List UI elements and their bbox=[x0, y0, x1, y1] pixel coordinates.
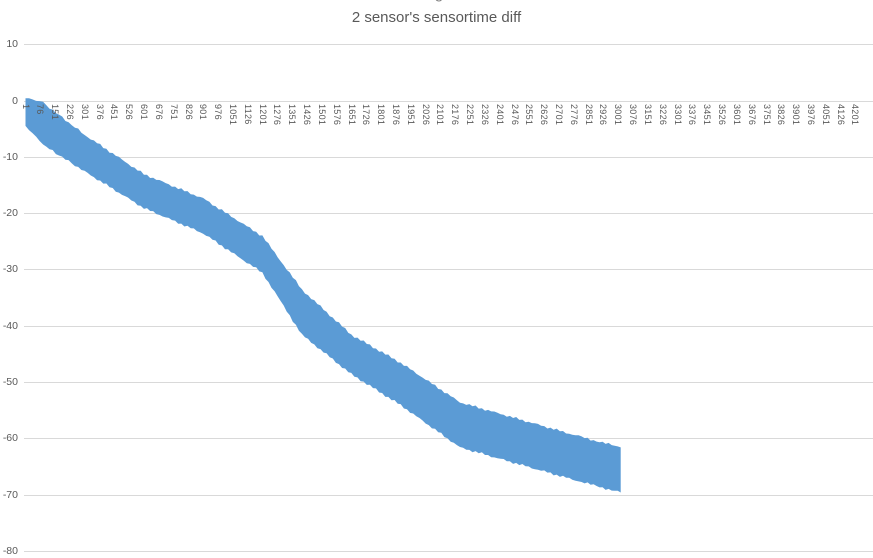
x-axis-tick-label: 2026 bbox=[420, 104, 431, 126]
y-axis-tick-label: -30 bbox=[2, 263, 18, 276]
y-axis-tick-label: -50 bbox=[2, 376, 18, 389]
x-axis-tick-label: 3451 bbox=[702, 104, 713, 126]
x-axis-tick-label: 1801 bbox=[376, 104, 387, 126]
x-axis-tick-label: 1501 bbox=[316, 104, 327, 126]
y-axis-tick-label: 0 bbox=[12, 94, 18, 107]
x-axis-tick-label: 76 bbox=[35, 104, 46, 115]
x-axis-tick-label: 976 bbox=[213, 104, 224, 120]
x-axis-tick-label: 301 bbox=[79, 104, 90, 120]
x-axis-tick-label: 1 bbox=[20, 104, 31, 110]
x-axis-tick-label: 901 bbox=[198, 104, 209, 120]
x-axis-tick-label: 3976 bbox=[805, 104, 816, 126]
x-axis-tick-label: 751 bbox=[168, 104, 179, 120]
x-axis-tick-label: 601 bbox=[139, 104, 150, 120]
gridline-y-0 bbox=[24, 100, 873, 102]
x-axis-tick-label: 676 bbox=[153, 104, 164, 120]
x-axis-tick-label: 4051 bbox=[820, 104, 831, 126]
x-axis-tick-label: 4126 bbox=[835, 104, 846, 126]
x-axis-tick-label: 1876 bbox=[391, 104, 401, 126]
x-axis-tick-label: 2251 bbox=[465, 104, 476, 126]
x-axis-tick-label: 1951 bbox=[405, 104, 416, 126]
x-axis-tick-label: 1201 bbox=[257, 104, 268, 126]
x-axis-tick-label: 2401 bbox=[494, 104, 505, 126]
gridline-y-10 bbox=[24, 44, 873, 46]
x-axis-tick-label: 1576 bbox=[331, 104, 342, 126]
x-axis-tick-label: 1351 bbox=[287, 104, 298, 126]
sensortime-diff-series bbox=[25, 98, 621, 493]
x-axis-tick-label: 3676 bbox=[746, 104, 757, 126]
x-axis-tick-label: 1276 bbox=[272, 104, 283, 126]
x-axis-tick-label: 2926 bbox=[598, 104, 609, 126]
gridline-y--70 bbox=[24, 494, 873, 496]
x-axis-tick-label: 2476 bbox=[509, 104, 520, 126]
y-axis-tick-label: -80 bbox=[2, 545, 18, 558]
x-axis-tick-label: 3901 bbox=[791, 104, 802, 126]
x-axis-tick-label: 3601 bbox=[731, 104, 742, 126]
x-axis-tick-label: 3301 bbox=[672, 104, 683, 126]
gridline-y--10 bbox=[24, 156, 873, 158]
gridline-y--50 bbox=[24, 382, 873, 384]
x-axis-tick-label: 1126 bbox=[242, 104, 253, 125]
x-axis-tick-label: 2176 bbox=[450, 104, 461, 126]
x-axis-tick-label: 2626 bbox=[539, 104, 550, 126]
y-axis-tick-label: 10 bbox=[6, 38, 18, 51]
gridline-y--40 bbox=[24, 325, 873, 327]
x-axis-tick-label: 526 bbox=[124, 104, 135, 120]
x-axis-tick-label: 3751 bbox=[761, 104, 772, 126]
x-axis-tick-label: 376 bbox=[94, 104, 105, 120]
x-axis-tick-label: 451 bbox=[109, 104, 120, 120]
x-axis-tick-label: 2326 bbox=[479, 104, 490, 126]
y-axis-tick-label: -40 bbox=[2, 319, 18, 332]
x-axis-tick-label: 3226 bbox=[657, 104, 668, 126]
x-axis-tick-label: 1651 bbox=[346, 104, 357, 126]
x-axis-tick-label: 1726 bbox=[361, 104, 372, 126]
x-axis-tick-label: 2776 bbox=[568, 104, 579, 126]
gridline-y--30 bbox=[24, 269, 873, 271]
gridline-y--20 bbox=[24, 213, 873, 215]
x-axis-tick-label: 1051 bbox=[227, 104, 238, 126]
x-axis-tick-label: 3826 bbox=[776, 104, 787, 126]
x-axis-tick-label: 151 bbox=[50, 104, 61, 120]
x-axis-tick-label: 826 bbox=[183, 104, 194, 120]
x-axis-tick-label: 2551 bbox=[524, 104, 535, 126]
x-axis-tick-label: 4201 bbox=[850, 104, 861, 126]
x-axis-tick-label: 3151 bbox=[642, 104, 653, 126]
y-axis-tick-label: -60 bbox=[2, 432, 18, 445]
x-axis-tick-label: 3076 bbox=[628, 104, 639, 126]
chart-title: 2 sensor's sensortime diff bbox=[351, 9, 522, 26]
cropped-glyph-text: g bbox=[435, 0, 444, 3]
x-axis-tick-label: 1426 bbox=[302, 104, 313, 126]
x-axis-tick-label: 3001 bbox=[613, 104, 624, 126]
x-axis-tick-label: 3376 bbox=[687, 104, 698, 126]
y-axis-tick-label: -20 bbox=[2, 207, 18, 220]
x-axis-tick-label: 226 bbox=[64, 104, 75, 120]
y-axis-tick-label: -70 bbox=[2, 488, 18, 501]
y-axis-tick-label: -10 bbox=[2, 150, 18, 163]
x-axis-tick-label: 2101 bbox=[435, 104, 446, 126]
x-axis-tick-label: 3526 bbox=[717, 104, 728, 126]
gridline-y--80 bbox=[24, 551, 873, 553]
x-axis-tick-label: 2701 bbox=[554, 104, 565, 126]
x-axis-tick-label: 2851 bbox=[583, 104, 594, 126]
cropped-text-above-title: g bbox=[427, 0, 451, 4]
